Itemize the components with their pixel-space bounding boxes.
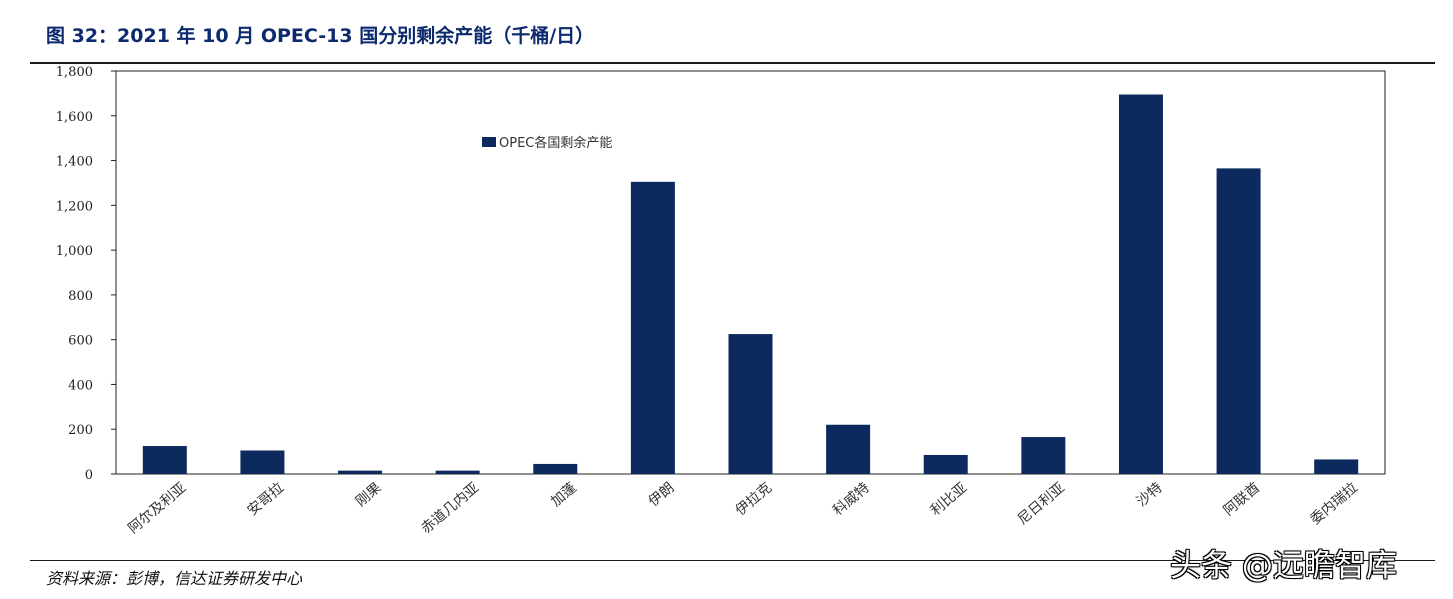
y-tick-label: 1,600: [56, 110, 93, 125]
x-category-label: 阿联酋: [1220, 479, 1263, 519]
bar: [1216, 168, 1261, 474]
bar: [142, 446, 187, 474]
y-tick-label: 200: [68, 423, 93, 438]
x-category-label: 沙特: [1134, 480, 1166, 510]
bar: [1021, 437, 1066, 474]
bar: [338, 470, 383, 474]
bar: [728, 334, 773, 474]
x-category-label: 赤道几内亚: [418, 480, 482, 537]
y-tick-label: 1,200: [56, 199, 93, 214]
y-tick-label: 400: [68, 378, 93, 393]
x-category-label: 阿尔及利亚: [125, 480, 189, 537]
watermark: 头条 @远瞻智库: [1170, 548, 1397, 584]
legend-swatch: [482, 137, 496, 147]
legend-label: OPEC各国剩余产能: [499, 135, 612, 151]
y-tick-label: 600: [68, 334, 93, 349]
x-category-label: 刚果: [353, 480, 385, 510]
x-category-label: 利比亚: [928, 480, 970, 519]
bar: [923, 454, 968, 474]
x-category-label: 伊朗: [646, 480, 678, 510]
bar: [826, 424, 871, 474]
bar: [1118, 94, 1163, 474]
bar: [240, 450, 285, 474]
x-category-label: 科威特: [830, 480, 872, 519]
figure-title: 图 32：2021 年 10 月 OPEC-13 国分别剩余产能（千桶/日）: [46, 25, 595, 47]
y-tick-label: 0: [85, 468, 93, 483]
bar: [1314, 459, 1359, 474]
y-tick-label: 800: [68, 289, 93, 304]
y-tick-label: 1,800: [56, 65, 93, 80]
y-tick-label: 1,400: [56, 155, 93, 170]
bar: [533, 463, 578, 474]
x-category-label: 委内瑞拉: [1308, 480, 1361, 528]
y-tick-label: 1,000: [56, 244, 93, 259]
bar-chart: 0 200 400 600 800 1,000 1,200 1,400 1,600 1,800 阿…: [56, 65, 1386, 537]
x-category-label: 加蓬: [548, 480, 580, 510]
bottom-rule: [30, 560, 1435, 561]
bar: [435, 470, 480, 474]
top-rule: [30, 62, 1435, 64]
x-category-label: 安哥拉: [245, 480, 287, 519]
x-category-label: 尼日利亚: [1015, 480, 1068, 528]
source-note: 资料来源：彭博，信达证券研发中心: [46, 569, 303, 588]
bar: [630, 181, 675, 474]
x-category-label: 伊拉克: [733, 480, 775, 519]
